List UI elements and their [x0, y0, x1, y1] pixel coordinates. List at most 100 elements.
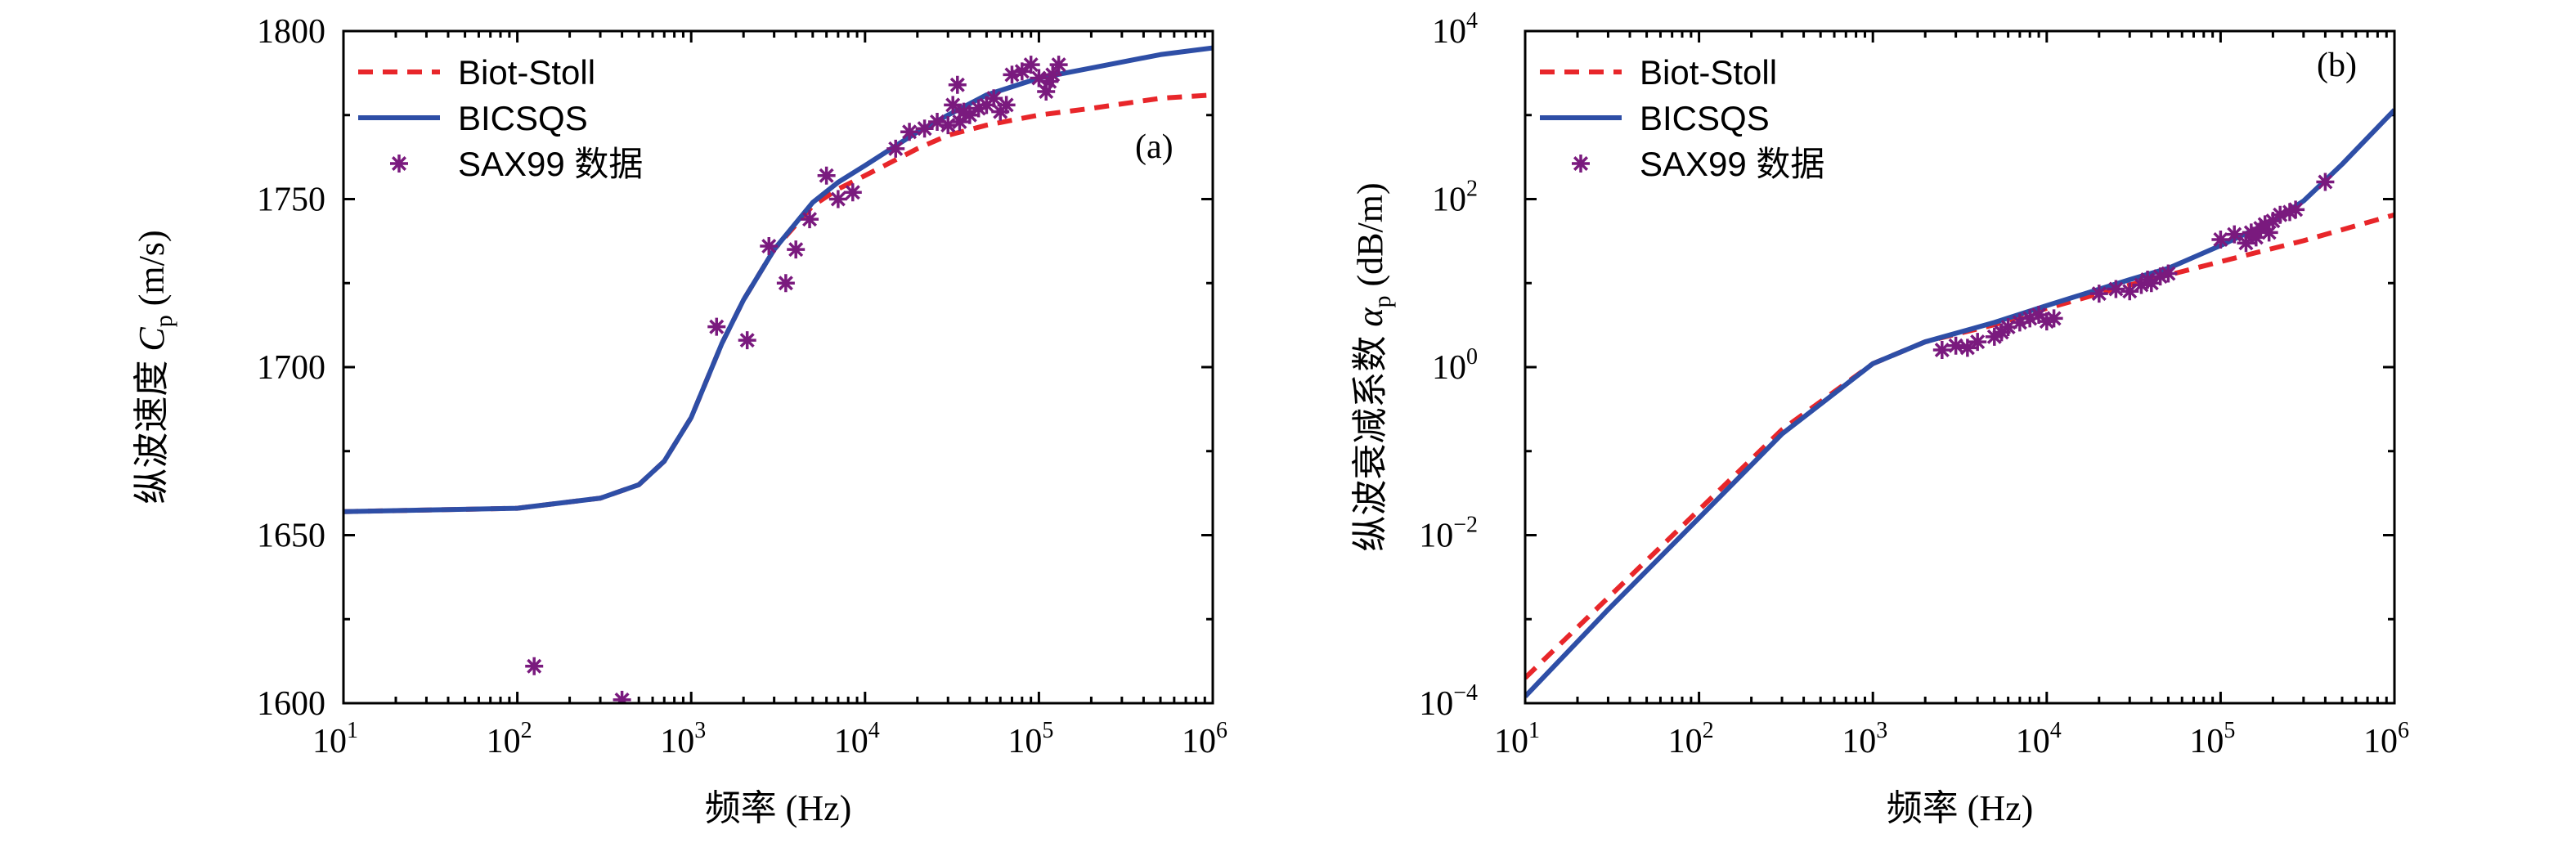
legend-swatch-sax99 — [1572, 155, 1590, 173]
legend-label: Biot-Stoll — [1640, 53, 1777, 92]
axes-frame — [342, 29, 1214, 705]
legend-label: SAX99 数据 — [1640, 145, 1824, 183]
y-tick-label: 1600 — [257, 685, 325, 723]
data-point-sax99 — [2225, 225, 2244, 244]
panel-label: (a) — [1135, 128, 1174, 166]
data-point-sax99 — [1021, 56, 1040, 74]
data-point-sax99 — [2159, 264, 2178, 283]
plot-area — [1525, 108, 2394, 698]
panel-a-velocity: 101 102 103 104 105 106 1600 1650 1700 1750 1800 Bi… — [132, 13, 1227, 828]
data-point-sax99 — [928, 112, 947, 131]
series-line-bicsqs — [1525, 108, 2394, 698]
x-tick-label: 106 — [2363, 718, 2409, 760]
data-point-sax99 — [886, 139, 905, 158]
plot-area — [343, 45, 1213, 703]
data-point-sax99 — [948, 75, 967, 94]
y-tick-label: 10−4 — [1419, 680, 1478, 723]
y-tick-label: 1750 — [257, 182, 325, 219]
data-point-sax99 — [787, 240, 806, 259]
x-tick-label: 103 — [1842, 718, 1887, 760]
panel-b-attenuation: 101 102 103 104 105 106 10−4 10−2 100 102 104 Biot-… — [1350, 8, 2409, 828]
data-point-sax99 — [776, 274, 795, 293]
data-point-sax99 — [1012, 62, 1031, 81]
data-point-sax99 — [1958, 339, 1977, 357]
panel-label: (b) — [2317, 47, 2357, 84]
axes-frame — [1524, 29, 2396, 705]
data-point-sax99 — [1985, 327, 2004, 346]
x-tick-label: 102 — [1668, 718, 1714, 760]
legend-label: SAX99 数据 — [458, 145, 643, 183]
data-point-sax99 — [2211, 230, 2230, 249]
series-line-biot-stoll — [1525, 212, 2394, 680]
data-point-sax99 — [1040, 72, 1059, 91]
y-tick-label: 1700 — [257, 349, 325, 387]
data-point-sax99 — [991, 102, 1010, 121]
y-tick-label: 102 — [1432, 177, 1478, 219]
data-point-sax99 — [1003, 65, 1021, 84]
data-point-sax99 — [843, 183, 862, 202]
x-tick-label: 101 — [312, 718, 358, 760]
data-point-sax99 — [939, 116, 958, 135]
data-point-sax99 — [828, 190, 847, 209]
data-point-sax99 — [1049, 56, 1068, 74]
data-point-sax99 — [2120, 282, 2139, 301]
data-point-sax99 — [1932, 341, 1951, 360]
y-axis-label: 纵波速度 Cp (m/s) — [132, 230, 177, 504]
x-tick-label: 103 — [660, 718, 706, 760]
x-tick-label: 106 — [1182, 718, 1227, 760]
data-point-sax99 — [900, 123, 919, 141]
data-point-sax99 — [985, 89, 1003, 108]
legend-swatch-sax99 — [390, 155, 408, 173]
data-point-sax99 — [2281, 203, 2299, 222]
y-tick-label: 1650 — [257, 518, 325, 555]
data-point-sax99 — [760, 237, 779, 256]
x-tick-label: 102 — [487, 718, 532, 760]
data-point-sax99 — [2142, 274, 2161, 293]
data-point-sax99 — [2021, 309, 2040, 328]
data-point-sax99 — [1037, 82, 1056, 101]
data-point-sax99 — [2089, 285, 2108, 303]
data-point-sax99 — [801, 210, 819, 229]
legend-label: BICSQS — [1640, 99, 1770, 137]
data-point-sax99 — [2030, 305, 2049, 324]
data-point-sax99 — [2287, 200, 2305, 219]
x-tick-label: 101 — [1494, 718, 1540, 760]
y-tick-label: 10−2 — [1419, 513, 1478, 555]
data-point-sax99 — [1030, 69, 1048, 87]
data-point-sax99 — [2037, 312, 2056, 331]
data-point-sax99 — [738, 331, 756, 350]
data-point-sax99 — [1946, 336, 1965, 355]
y-tick-label: 104 — [1432, 8, 1478, 51]
data-point-sax99 — [1999, 317, 2017, 336]
data-point-sax99 — [2151, 267, 2170, 286]
data-point-sax99 — [969, 99, 988, 118]
data-point-sax99 — [915, 119, 934, 138]
data-point-sax99 — [2264, 212, 2282, 231]
data-point-sax99 — [2255, 215, 2274, 234]
x-tick-label: 105 — [2189, 718, 2235, 760]
data-point-sax99 — [2010, 313, 2029, 332]
data-point-sax99 — [2044, 309, 2063, 328]
x-tick-label: 104 — [2016, 718, 2062, 760]
y-axis-label: 纵波衰减系数 αp (dB/m) — [1350, 182, 1396, 551]
data-point-sax99 — [525, 657, 544, 675]
y-tick-label: 100 — [1432, 344, 1478, 387]
data-point-sax99 — [2260, 223, 2278, 242]
x-axis-label: 频率 (Hz) — [1887, 788, 2034, 828]
data-point-sax99 — [944, 96, 963, 114]
x-tick-label: 104 — [834, 718, 880, 760]
x-axis-label: 频率 (Hz) — [705, 788, 852, 828]
legend-label: BICSQS — [458, 99, 588, 137]
data-point-sax99 — [2107, 280, 2125, 298]
data-point-sax99 — [2246, 228, 2265, 247]
data-point-sax99 — [613, 690, 631, 703]
data-point-sax99 — [977, 96, 996, 114]
data-point-sax99 — [817, 166, 836, 185]
data-point-sax99 — [954, 102, 973, 121]
legend-label: Biot-Stoll — [458, 53, 595, 92]
data-point-sax99 — [2271, 205, 2290, 224]
data-point-sax99 — [707, 317, 726, 336]
data-point-sax99 — [2316, 173, 2335, 191]
data-point-sax99 — [997, 96, 1016, 114]
